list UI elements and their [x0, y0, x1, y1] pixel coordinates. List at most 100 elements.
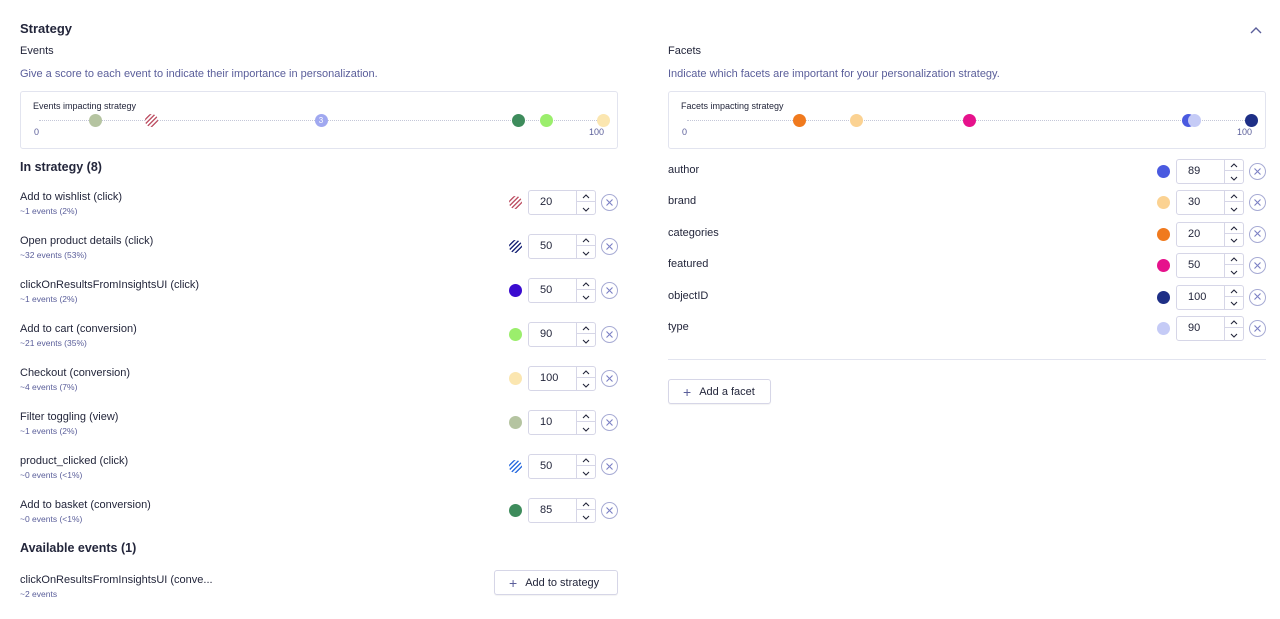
increment-button[interactable]	[577, 499, 595, 510]
score-value[interactable]: 50	[540, 460, 553, 472]
remove-facet-button[interactable]	[1249, 194, 1266, 212]
events-scale-marker[interactable]	[511, 114, 525, 127]
chevron-up-icon	[581, 495, 591, 513]
decrement-button[interactable]	[1225, 298, 1243, 309]
chevron-down-icon	[1229, 263, 1239, 281]
facet-color-swatch	[1157, 290, 1170, 304]
score-input[interactable]: 50	[528, 454, 596, 479]
facets-scale-min: 0	[682, 127, 688, 137]
score-value[interactable]: 30	[1188, 196, 1201, 209]
score-value[interactable]: 10	[540, 416, 553, 428]
facets-scale-marker[interactable]	[849, 114, 863, 127]
remove-event-button[interactable]	[601, 458, 618, 475]
stepper-arrows	[576, 323, 595, 346]
chevron-down-icon	[1229, 231, 1239, 249]
facet-name: featured	[668, 258, 709, 271]
score-input[interactable]: 20	[1176, 221, 1244, 247]
score-value[interactable]: 90	[540, 328, 553, 340]
score-value[interactable]: 50	[540, 284, 553, 296]
increment-button[interactable]	[1225, 223, 1243, 234]
score-value[interactable]: 100	[1188, 290, 1207, 303]
decrement-button[interactable]	[577, 291, 595, 302]
facets-scale-marker[interactable]	[793, 114, 807, 127]
remove-facet-button[interactable]	[1249, 225, 1266, 243]
score-value[interactable]: 50	[540, 240, 553, 252]
events-scale-marker[interactable]	[145, 114, 159, 127]
decrement-button[interactable]	[577, 247, 595, 258]
score-value[interactable]: 90	[1188, 322, 1201, 334]
facet-row: objectID 100	[668, 283, 1266, 311]
increment-button[interactable]	[1225, 254, 1243, 266]
remove-event-button[interactable]	[601, 194, 618, 211]
score-input[interactable]: 100	[1176, 284, 1244, 310]
increment-button[interactable]	[1225, 191, 1243, 203]
increment-button[interactable]	[1225, 286, 1243, 297]
score-input[interactable]: 50	[528, 234, 596, 259]
remove-event-button[interactable]	[601, 326, 618, 343]
decrement-button[interactable]	[577, 379, 595, 390]
score-input[interactable]: 85	[528, 498, 596, 523]
score-value[interactable]: 20	[1188, 227, 1201, 240]
score-value[interactable]: 50	[1188, 259, 1201, 272]
stepper-arrows	[576, 279, 595, 302]
increment-button[interactable]	[577, 367, 595, 378]
score-input[interactable]: 90	[1176, 316, 1244, 341]
close-icon	[605, 458, 614, 476]
decrement-button[interactable]	[1225, 203, 1243, 214]
score-input[interactable]: 100	[528, 366, 596, 391]
decrement-button[interactable]	[1225, 329, 1243, 340]
add-to-strategy-button[interactable]: + Add to strategy	[494, 570, 618, 595]
decrement-button[interactable]	[577, 335, 595, 346]
increment-button[interactable]	[1225, 317, 1243, 328]
decrement-button[interactable]	[1225, 172, 1243, 183]
score-value[interactable]: 100	[540, 372, 559, 384]
close-icon	[1253, 320, 1262, 338]
increment-button[interactable]	[577, 191, 595, 202]
increment-button[interactable]	[577, 411, 595, 422]
increment-button[interactable]	[577, 235, 595, 246]
events-scale-min: 0	[34, 127, 40, 137]
events-scale-marker[interactable]: 3	[314, 114, 328, 127]
decrement-button[interactable]	[1225, 266, 1243, 277]
facets-scale-marker[interactable]	[962, 114, 976, 127]
score-input[interactable]: 89	[1176, 159, 1244, 184]
event-name: clickOnResultsFromInsightsUI (click)	[20, 279, 200, 291]
close-icon	[605, 370, 614, 388]
decrement-button[interactable]	[577, 423, 595, 434]
score-value[interactable]: 85	[540, 504, 553, 516]
score-input[interactable]: 20	[528, 190, 596, 215]
decrement-button[interactable]	[1225, 235, 1243, 246]
score-input[interactable]: 30	[1176, 190, 1244, 216]
remove-event-button[interactable]	[601, 370, 618, 387]
chevron-down-icon	[581, 420, 591, 438]
remove-event-button[interactable]	[601, 282, 618, 299]
remove-event-button[interactable]	[601, 238, 618, 255]
score-input[interactable]: 10	[528, 410, 596, 435]
remove-facet-button[interactable]	[1249, 257, 1266, 275]
events-scale-marker[interactable]	[596, 114, 610, 127]
close-icon	[1253, 257, 1262, 275]
remove-facet-button[interactable]	[1249, 288, 1266, 306]
collapse-button[interactable]	[1247, 21, 1265, 39]
remove-event-button[interactable]	[601, 502, 618, 519]
increment-button[interactable]	[577, 455, 595, 466]
remove-facet-button[interactable]	[1249, 320, 1266, 337]
score-value[interactable]: 20	[540, 196, 553, 208]
score-input[interactable]: 50	[528, 278, 596, 303]
increment-button[interactable]	[1225, 160, 1243, 171]
remove-facet-button[interactable]	[1249, 163, 1266, 180]
decrement-button[interactable]	[577, 511, 595, 522]
score-value[interactable]: 89	[1188, 165, 1201, 177]
add-facet-button[interactable]: + Add a facet	[668, 379, 771, 404]
events-scale-marker[interactable]	[540, 114, 554, 127]
score-input[interactable]: 90	[528, 322, 596, 347]
facets-scale-marker[interactable]	[1244, 114, 1258, 127]
facets-scale-marker[interactable]	[1188, 114, 1202, 127]
score-input[interactable]: 50	[1176, 253, 1244, 279]
decrement-button[interactable]	[577, 203, 595, 214]
increment-button[interactable]	[577, 279, 595, 290]
remove-event-button[interactable]	[601, 414, 618, 431]
decrement-button[interactable]	[577, 467, 595, 478]
events-scale-marker[interactable]	[88, 114, 102, 127]
increment-button[interactable]	[577, 323, 595, 334]
